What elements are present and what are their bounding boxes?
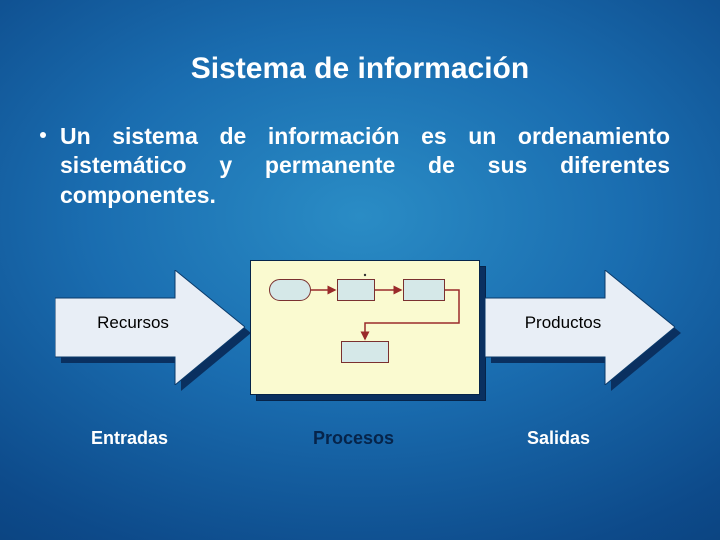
system-diagram: Recursos <box>55 260 675 500</box>
process-box <box>250 260 480 395</box>
input-arrow-label: Recursos <box>73 313 193 333</box>
bullet-dot-icon <box>40 132 46 138</box>
page-title: Sistema de información <box>0 52 720 86</box>
label-entradas: Entradas <box>91 428 168 449</box>
output-arrow-label: Productos <box>503 313 623 333</box>
mini-connectors <box>251 261 481 396</box>
label-procesos: Procesos <box>313 428 394 449</box>
input-arrow: Recursos <box>55 270 245 385</box>
output-arrow: Productos <box>485 270 675 385</box>
mini-arrow-3 <box>365 290 459 339</box>
label-salidas: Salidas <box>527 428 590 449</box>
bullet-text: Un sistema de información es un ordenami… <box>60 123 670 208</box>
bullet-paragraph: Un sistema de información es un ordenami… <box>60 122 670 210</box>
mini-dot <box>364 274 366 276</box>
